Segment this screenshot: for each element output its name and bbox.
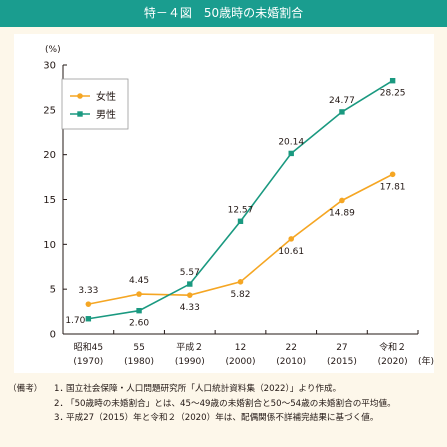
x-tick-label: 22: [285, 343, 296, 353]
note-text: 「50歳時の未婚割合」とは、45～49歳の未婚割合と50～54歳の未婚割合の平均…: [66, 398, 396, 409]
y-tick-label: 10: [43, 240, 56, 251]
x-unit-label: (年): [418, 355, 434, 367]
x-tick-label: 昭和45: [74, 342, 103, 353]
data-point-female: [389, 171, 396, 178]
data-point-female: [186, 292, 193, 298]
figure-title: 50歳時の未婚割合: [203, 6, 304, 20]
chart-panel: (%) (年) 0 5 10 15 20 25 30 昭和45 (1970) 55 (1980) 平成２ (…: [14, 34, 434, 373]
legend-box: [61, 78, 129, 130]
legend-marker-female: [77, 93, 83, 99]
legend-marker-male: [77, 111, 83, 117]
data-point-male: [339, 109, 345, 115]
legend-label-male: 男性: [96, 108, 116, 121]
data-label-female: 5.82: [230, 290, 250, 300]
data-point-male: [136, 307, 142, 314]
data-label-female: 4.33: [180, 303, 200, 313]
note-text: 平成27（2015）年と令和２（2020）年は、配偶関係不詳補完結果に基づく値。: [66, 413, 379, 423]
note-text: 国立社会保障・人口問題研究所「人口統計資料集（2022）」より作成。: [66, 384, 342, 394]
data-label-male: 28.25: [380, 89, 406, 99]
y-tick-label: 25: [43, 105, 56, 116]
data-point-male: [237, 218, 244, 224]
data-label-male: 5.57: [180, 268, 200, 278]
y-tick-label: 20: [43, 150, 56, 161]
y-tick-label: 30: [43, 61, 56, 72]
x-tick-label: 12: [235, 343, 246, 353]
data-point-male: [288, 150, 294, 157]
x-tick-label: 平成２: [176, 341, 203, 353]
data-point-female: [237, 279, 244, 285]
line-chart: (%) (年) 0 5 10 15 20 25 30 昭和45 (1970) 55 (1980) 平成２ (…: [43, 45, 434, 367]
y-tick-label: 0: [50, 330, 56, 341]
x-tick-label-year: (2000): [226, 357, 256, 367]
y-tick-label: 5: [50, 285, 56, 296]
data-label-female: 17.81: [380, 182, 406, 192]
data-point-male: [389, 77, 396, 84]
x-tick-label-year: (1990): [175, 357, 205, 367]
data-point-female: [85, 301, 92, 307]
notes: （備考） 1． 国立社会保障・人口問題研究所「人口統計資料集（2022）」より作…: [8, 382, 443, 426]
note-number: 3．: [54, 413, 69, 423]
figure-header: 特－４図 50歳時の未婚割合: [0, 0, 447, 27]
x-tick-label-year: (2020): [378, 357, 408, 367]
data-label-male: 24.77: [329, 96, 355, 106]
data-label-female: 14.89: [329, 208, 355, 218]
data-label-male: 1.70: [65, 316, 85, 326]
note-row-2: 2． 「50歳時の未婚割合」とは、45～49歳の未婚割合と50～54歳の未婚割合…: [8, 397, 443, 412]
legend-label-female: 女性: [96, 90, 116, 103]
data-point-female: [339, 197, 345, 204]
data-label-female: 3.33: [78, 286, 98, 296]
data-label-male: 2.60: [129, 319, 149, 329]
y-unit-label: (%): [45, 45, 61, 55]
x-tick-label-year: (2010): [276, 357, 306, 367]
data-label-male: 12.57: [228, 205, 254, 215]
figure-number: 特－４図: [143, 6, 192, 20]
notes-prefix: （備考）: [8, 384, 43, 394]
x-tick-label-year: (2015): [327, 357, 357, 367]
note-row-3: 3． 平成27（2015）年と令和２（2020）年は、配偶関係不詳補完結果に基づ…: [8, 411, 443, 426]
data-point-female: [136, 291, 142, 297]
x-tick-label: 55: [133, 343, 144, 353]
y-tick-label: 15: [43, 195, 56, 206]
data-point-male: [187, 281, 193, 287]
data-label-male: 20.14: [278, 137, 304, 147]
note-number: 2．: [54, 398, 69, 409]
x-tick-label-year: (1970): [73, 357, 103, 367]
x-tick-label-year: (1980): [124, 357, 154, 367]
x-tick-label: 令和２: [379, 341, 406, 353]
data-label-female: 10.61: [278, 247, 304, 257]
note-number: 1．: [54, 384, 69, 394]
data-point-female: [288, 236, 295, 242]
note-row-1: （備考） 1． 国立社会保障・人口問題研究所「人口統計資料集（2022）」より作…: [8, 382, 443, 397]
data-label-female: 4.45: [129, 276, 149, 286]
data-point-male: [85, 316, 92, 322]
x-tick-label: 27: [336, 343, 347, 353]
